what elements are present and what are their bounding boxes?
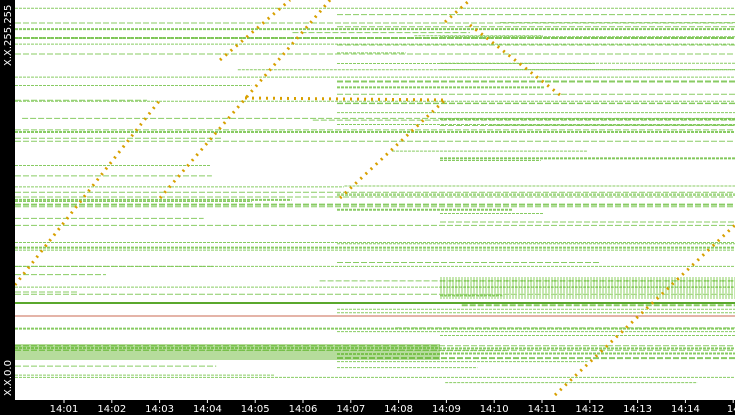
x-tick-label: 14:08 bbox=[384, 404, 413, 415]
x-ticks: 14:01 14:02 14:03 14:04 14:05 14:06 14:07 14:08… bbox=[50, 400, 735, 415]
x-tick-label: 14:07 bbox=[336, 404, 365, 415]
y-top-label: X.X.255.255 bbox=[3, 5, 14, 66]
y-bottom-label: X.X.0.0 bbox=[3, 360, 14, 396]
x-bar bbox=[0, 400, 735, 415]
scan-sweep bbox=[338, 98, 447, 200]
scan-sweep bbox=[469, 23, 561, 97]
x-tick-label: 14:09 bbox=[432, 404, 461, 415]
x-tick-label: 14 bbox=[727, 404, 735, 415]
x-tick-label: 14:06 bbox=[289, 404, 318, 415]
x-tick-label: 14:10 bbox=[480, 404, 509, 415]
traffic bbox=[13, 0, 735, 397]
scan-sweep bbox=[219, 0, 291, 62]
scan-sweep bbox=[158, 0, 332, 199]
x-tick-label: 14:14 bbox=[671, 404, 700, 415]
x-tick-label: 14:04 bbox=[193, 404, 222, 415]
x-tick-label: 14:03 bbox=[145, 404, 174, 415]
y-bar bbox=[0, 0, 15, 415]
x-tick-label: 14:05 bbox=[241, 404, 270, 415]
x-tick-label: 14:01 bbox=[50, 404, 79, 415]
x-tick-label: 14:13 bbox=[623, 404, 652, 415]
x-tick-label: 14:11 bbox=[528, 404, 557, 415]
x-tick-label: 14:12 bbox=[575, 404, 604, 415]
x-tick-label: 14:02 bbox=[97, 404, 126, 415]
